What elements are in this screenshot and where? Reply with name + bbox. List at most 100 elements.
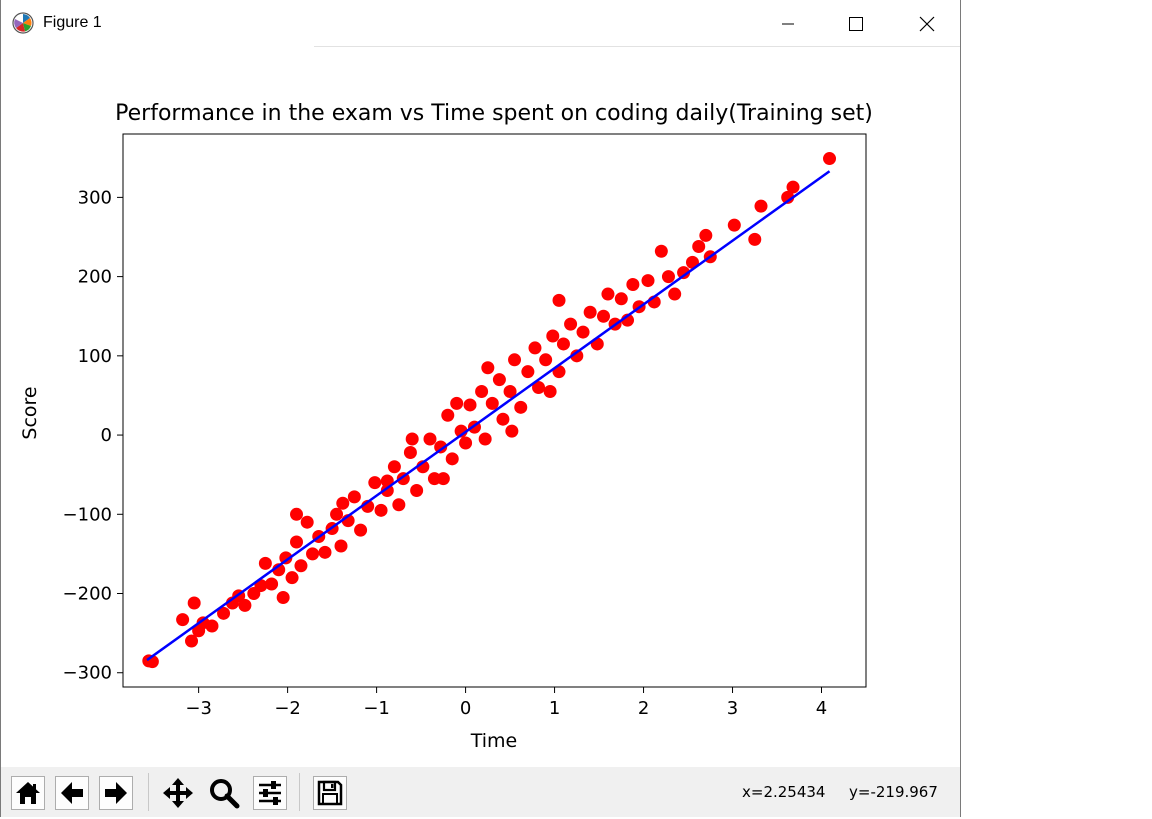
figure-window: Figure 1 Performance in the exam vs Time… xyxy=(0,0,961,817)
scatter-point xyxy=(176,613,190,627)
scatter-point xyxy=(654,244,668,258)
regression-line xyxy=(146,170,831,662)
scatter-point xyxy=(387,460,401,474)
scatter-point xyxy=(481,361,495,375)
scatter-point xyxy=(410,484,424,498)
scatter-point xyxy=(597,309,611,323)
scatter-point xyxy=(546,329,560,343)
scatter-point xyxy=(185,634,199,648)
close-icon xyxy=(919,16,935,31)
scatter-point xyxy=(543,384,557,398)
x-tick-label: 0 xyxy=(460,698,471,719)
x-tick-label: 3 xyxy=(727,698,738,719)
scatter-point xyxy=(450,396,464,410)
scatter-point xyxy=(754,199,768,213)
magnifier-icon xyxy=(210,779,240,809)
scatter-point xyxy=(514,400,528,414)
scatter-point xyxy=(423,432,437,446)
scatter-point xyxy=(285,571,299,585)
scatter-point xyxy=(403,445,417,459)
scatter-point xyxy=(272,563,286,577)
scatter-point xyxy=(441,408,455,422)
scatter-point xyxy=(205,619,219,633)
scatter-point xyxy=(576,325,590,339)
pan-button[interactable] xyxy=(161,776,195,810)
scatter-point xyxy=(528,341,542,355)
save-button[interactable] xyxy=(313,776,347,810)
navigation-toolbar: x=2.25434 y=-219.967 xyxy=(1,767,960,817)
x-tick-label: 2 xyxy=(638,698,649,719)
scatter-point xyxy=(187,596,201,610)
arrow-left-icon xyxy=(61,782,83,804)
y-tick-label: −300 xyxy=(63,663,112,684)
scatter-point xyxy=(475,384,489,398)
scatter-point xyxy=(661,270,675,284)
scatter-point xyxy=(521,365,535,379)
scatter-point xyxy=(781,190,795,204)
scatter-point xyxy=(478,432,492,446)
chart-canvas[interactable]: Performance in the exam vs Time spent on… xyxy=(1,47,960,767)
forward-button[interactable] xyxy=(99,776,133,810)
y-tick-label: −200 xyxy=(63,584,112,605)
y-tick-label: 100 xyxy=(78,346,112,367)
scatter-point xyxy=(405,432,419,446)
scatter-point xyxy=(434,440,448,454)
sliders-icon xyxy=(259,781,281,805)
scatter-point xyxy=(626,278,640,292)
minimize-button[interactable] xyxy=(765,0,811,47)
scatter-point xyxy=(496,412,510,426)
cursor-x-readout: x=2.25434 xyxy=(742,783,826,801)
scatter-point xyxy=(463,398,477,412)
scatter-point xyxy=(436,472,450,486)
x-axis: −3 −2 −1 0 1 2 3 4 xyxy=(185,687,827,719)
window-title: Figure 1 xyxy=(43,14,102,31)
scatter-point xyxy=(601,287,615,301)
scatter-point xyxy=(503,384,517,398)
scatter-point xyxy=(330,507,344,521)
toolbar-separator xyxy=(299,773,300,811)
scatter-point xyxy=(368,476,382,490)
y-tick-label: 0 xyxy=(101,425,112,446)
y-axis-label: Score xyxy=(19,386,41,439)
x-tick-label: 4 xyxy=(816,698,827,719)
maximize-icon xyxy=(849,16,863,31)
scatter-point xyxy=(786,180,800,194)
scatter-point xyxy=(318,545,332,559)
scatter-point xyxy=(336,496,350,510)
zoom-button[interactable] xyxy=(207,776,241,810)
scatter-point xyxy=(265,577,279,591)
x-axis-label: Time xyxy=(470,730,518,752)
scatter-series xyxy=(142,152,837,669)
scatter-point xyxy=(485,396,499,410)
scatter-point xyxy=(539,353,553,367)
title-bar-divider xyxy=(314,46,960,47)
arrow-right-icon xyxy=(105,782,127,804)
plot-area-frame xyxy=(122,133,867,688)
home-icon xyxy=(16,782,40,804)
minimize-icon xyxy=(782,23,794,24)
y-tick-label: −100 xyxy=(63,504,112,525)
scatter-point xyxy=(427,472,441,486)
scatter-point xyxy=(392,498,406,512)
scatter-point xyxy=(258,556,272,570)
scatter-point xyxy=(290,507,304,521)
scatter-point xyxy=(454,424,468,438)
scatter-point xyxy=(294,559,308,573)
scatter-point xyxy=(583,305,597,319)
regression-line-series xyxy=(146,170,831,662)
scatter-point xyxy=(570,349,584,363)
y-tick-label: 300 xyxy=(78,187,112,208)
x-tick-label: −1 xyxy=(363,698,390,719)
scatter-point xyxy=(614,292,628,306)
scatter-point xyxy=(445,452,459,466)
y-tick-label: 200 xyxy=(78,267,112,288)
back-button[interactable] xyxy=(55,776,89,810)
x-tick-label: −3 xyxy=(185,698,212,719)
scatter-point xyxy=(823,152,837,166)
title-bar[interactable]: Figure 1 xyxy=(1,0,960,47)
y-axis: −300 −200 −100 0 100 200 300 xyxy=(63,187,123,684)
home-button[interactable] xyxy=(11,776,45,810)
configure-subplots-button[interactable] xyxy=(253,776,287,810)
maximize-button[interactable] xyxy=(833,0,879,47)
close-button[interactable] xyxy=(904,0,950,47)
